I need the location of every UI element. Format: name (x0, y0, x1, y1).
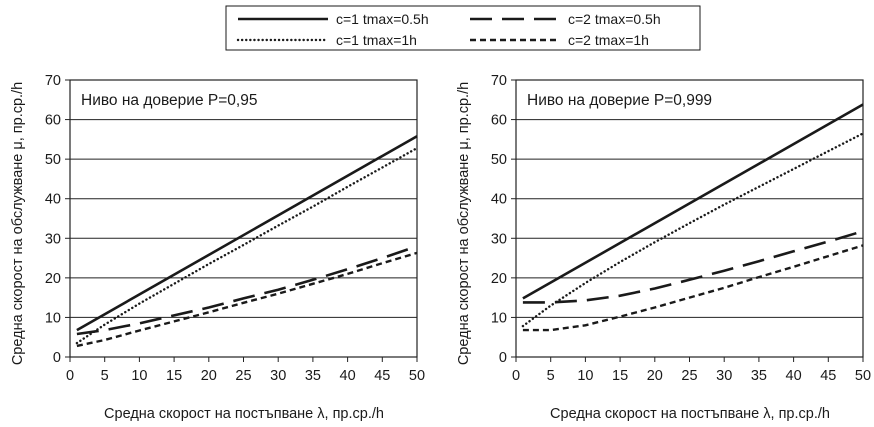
series-line-4 (522, 244, 864, 332)
legend-label: c=1 tmax=1h (336, 32, 417, 48)
y-tick-label: 0 (53, 350, 61, 366)
y-tick-label: 30 (45, 231, 61, 247)
y-tick-label: 40 (491, 192, 507, 208)
series-line-3 (75, 146, 419, 345)
x-tick-label: 40 (786, 368, 802, 384)
x-tick-label: 30 (270, 368, 286, 384)
x-axis-label: Средна скорост на постъпване λ, пр.ср./h (550, 406, 830, 422)
x-tick-label: 15 (612, 368, 628, 384)
series-line-2 (76, 244, 418, 336)
plot-frame (515, 79, 864, 358)
x-tick-label: 0 (66, 368, 74, 384)
y-tick-label: 30 (491, 231, 507, 247)
legend: c=1 tmax=0.5h c=2 tmax=0.5h c=1 tmax=1h c=2… (225, 5, 701, 51)
x-tick-label: 35 (751, 368, 767, 384)
y-tick-label: 70 (45, 73, 61, 89)
x-tick-label: 40 (340, 368, 356, 384)
x-axis-label: Средна скорост на постъпване λ, пр.ср./h (104, 406, 384, 422)
x-tick-label: 45 (820, 368, 836, 384)
x-tick-label: 20 (647, 368, 663, 384)
confidence-annotation: Ниво на доверие P=0,95 (81, 92, 257, 109)
series-line-3 (521, 132, 865, 328)
x-tick-label: 25 (235, 368, 251, 384)
x-tick-label: 50 (855, 368, 871, 384)
y-axis-label: Средна скорост на обслужване μ, пр.ср./h (456, 82, 472, 365)
y-tick-label: 50 (491, 152, 507, 168)
x-tick-label: 5 (547, 368, 555, 384)
y-tick-label: 60 (45, 113, 61, 129)
x-tick-label: 35 (305, 368, 321, 384)
y-tick-label: 0 (499, 350, 507, 366)
x-tick-label: 10 (131, 368, 147, 384)
y-tick-label: 10 (491, 310, 507, 326)
legend-label: c=1 tmax=0.5h (336, 11, 429, 27)
legend-label: c=2 tmax=1h (568, 32, 649, 48)
y-tick-label: 20 (491, 271, 507, 287)
confidence-annotation: Ниво на доверие P=0,999 (527, 92, 712, 109)
x-tick-label: 0 (512, 368, 520, 384)
chart-panel-left: 0 10 20 30 40 50 60 70 0 5 10 15 20 25 30 35 40 45 50 Ниво … (10, 73, 425, 422)
series-line-1 (522, 103, 864, 300)
y-tick-label: 20 (45, 271, 61, 287)
chart-panel-right: 0 10 20 30 40 50 60 70 0 5 10 15 20 25 30 35 40 45 50 Ниво … (456, 73, 871, 422)
series-line-2 (522, 229, 864, 304)
x-tick-label: 50 (409, 368, 425, 384)
x-tick-label: 20 (201, 368, 217, 384)
series-line-1 (76, 135, 418, 332)
legend-label: c=2 tmax=0.5h (568, 11, 661, 27)
x-tick-label: 30 (716, 368, 732, 384)
x-tick-label: 5 (101, 368, 109, 384)
y-tick-label: 60 (491, 113, 507, 129)
x-tick-label: 10 (577, 368, 593, 384)
x-tick-label: 25 (681, 368, 697, 384)
plot-frame (69, 79, 418, 358)
series-line-4 (76, 251, 418, 348)
y-tick-label: 50 (45, 152, 61, 168)
legend-box (225, 5, 701, 51)
y-tick-label: 10 (45, 310, 61, 326)
y-tick-label: 40 (45, 192, 61, 208)
x-tick-label: 15 (166, 368, 182, 384)
x-tick-label: 45 (374, 368, 390, 384)
y-tick-label: 70 (491, 73, 507, 89)
y-axis-label: Средна скорост на обслужване μ, пр.ср./h (10, 82, 26, 365)
